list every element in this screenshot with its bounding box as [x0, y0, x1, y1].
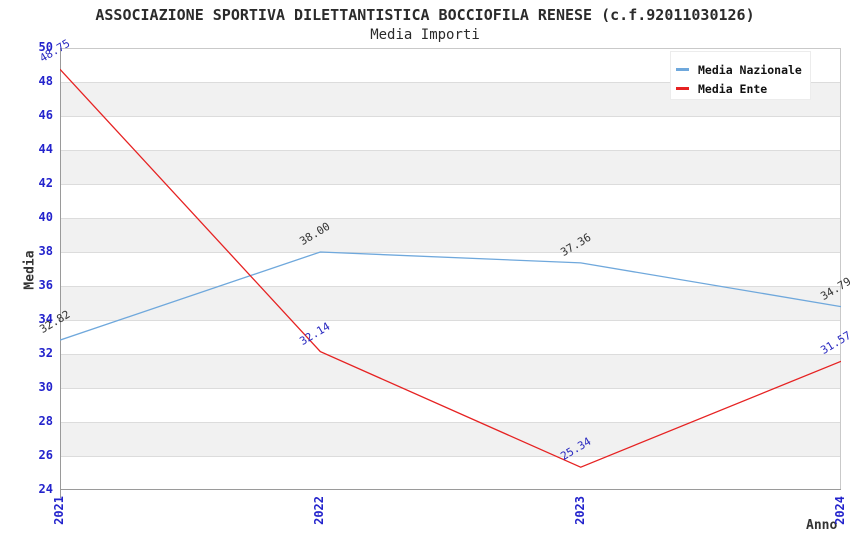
y-axis-line-tail — [60, 490, 61, 498]
legend-swatch-media-nazionale — [676, 68, 689, 71]
plot-svg — [60, 48, 841, 490]
y-tick-label: 30 — [38, 380, 53, 394]
y-tick-label: 32 — [38, 346, 53, 360]
chart-subtitle: Media Importi — [370, 27, 480, 43]
y-tick-label: 44 — [38, 142, 53, 156]
y-tick-label: 42 — [38, 176, 53, 190]
y-tick-label: 34 — [38, 312, 53, 326]
legend-label-media-nazionale: Media Nazionale — [698, 62, 802, 77]
y-tick-label: 28 — [38, 414, 53, 428]
chart-title: ASSOCIAZIONE SPORTIVA DILETTANTISTICA BO… — [95, 6, 755, 24]
y-tick-label: 46 — [38, 108, 53, 122]
x-tick-label: 2021 — [52, 496, 66, 525]
x-axis-title: Anno — [806, 518, 838, 533]
band-stripe — [60, 218, 841, 252]
plot-area — [60, 48, 841, 490]
band-stripe — [60, 150, 841, 184]
series-line-0 — [60, 251, 841, 341]
x-tick-label: 2022 — [312, 496, 327, 525]
y-tick-label: 50 — [38, 40, 53, 54]
band-stripe — [60, 354, 841, 388]
y-tick-label: 38 — [38, 244, 53, 258]
legend-swatch-media-ente — [676, 87, 689, 90]
legend-label-media-ente: Media Ente — [698, 81, 768, 96]
y-tick-label: 36 — [38, 278, 53, 292]
x-tick-label: 2023 — [572, 496, 587, 525]
y-tick-label: 40 — [38, 210, 53, 224]
y-tick-label: 24 — [38, 482, 53, 496]
series-line-1 — [60, 68, 841, 468]
y-tick-label: 48 — [38, 74, 53, 88]
legend-item-media-ente: Media Ente — [671, 79, 810, 98]
legend-item-media-nazionale: Media Nazionale — [671, 60, 810, 79]
band-stripe — [60, 422, 841, 456]
y-tick-label: 26 — [38, 448, 53, 462]
band-stripe — [60, 286, 841, 320]
x-tick-label: 2024 — [833, 496, 847, 525]
legend: Media Nazionale Media Ente — [670, 51, 811, 100]
